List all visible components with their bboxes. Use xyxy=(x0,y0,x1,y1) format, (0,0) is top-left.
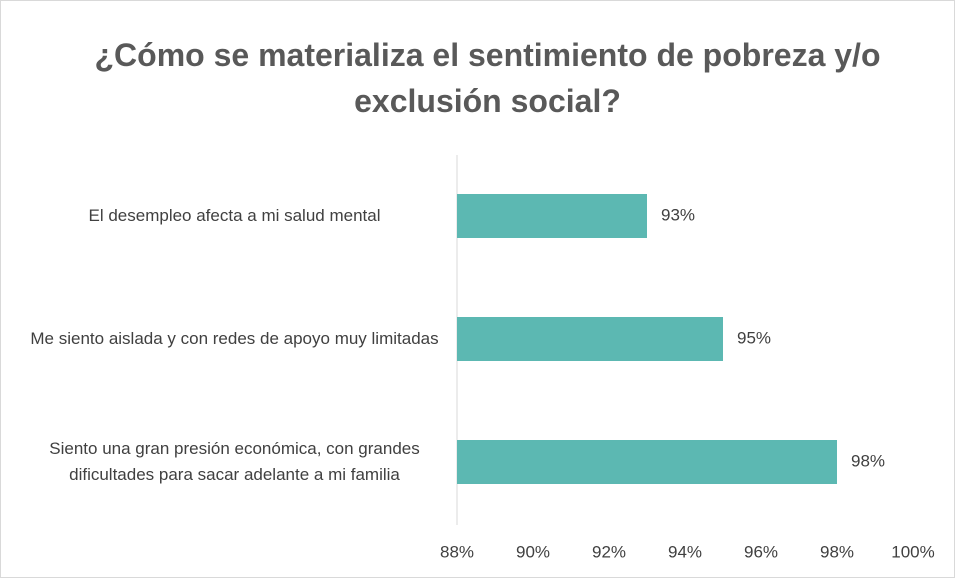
x-tick-label: 90% xyxy=(516,542,550,561)
value-label: 98% xyxy=(851,451,885,470)
x-tick-label: 92% xyxy=(592,542,626,561)
x-tick-label: 88% xyxy=(440,542,474,561)
bar xyxy=(457,194,647,238)
category-label: El desempleo afecta a mi salud mental xyxy=(88,206,381,225)
x-tick-label: 96% xyxy=(744,542,778,561)
x-tick-label: 100% xyxy=(891,542,934,561)
bar xyxy=(457,440,837,484)
bar xyxy=(457,317,723,361)
x-tick-label: 94% xyxy=(668,542,702,561)
value-label: 95% xyxy=(737,328,771,347)
x-tick-label: 98% xyxy=(820,542,854,561)
category-label: Me siento aislada y con redes de apoyo m… xyxy=(30,329,439,348)
value-label: 93% xyxy=(661,205,695,224)
chart-title: ¿Cómo se materializa el sentimiento de p… xyxy=(94,37,881,119)
category-label: Siento una gran presión económica, con g… xyxy=(49,439,420,484)
